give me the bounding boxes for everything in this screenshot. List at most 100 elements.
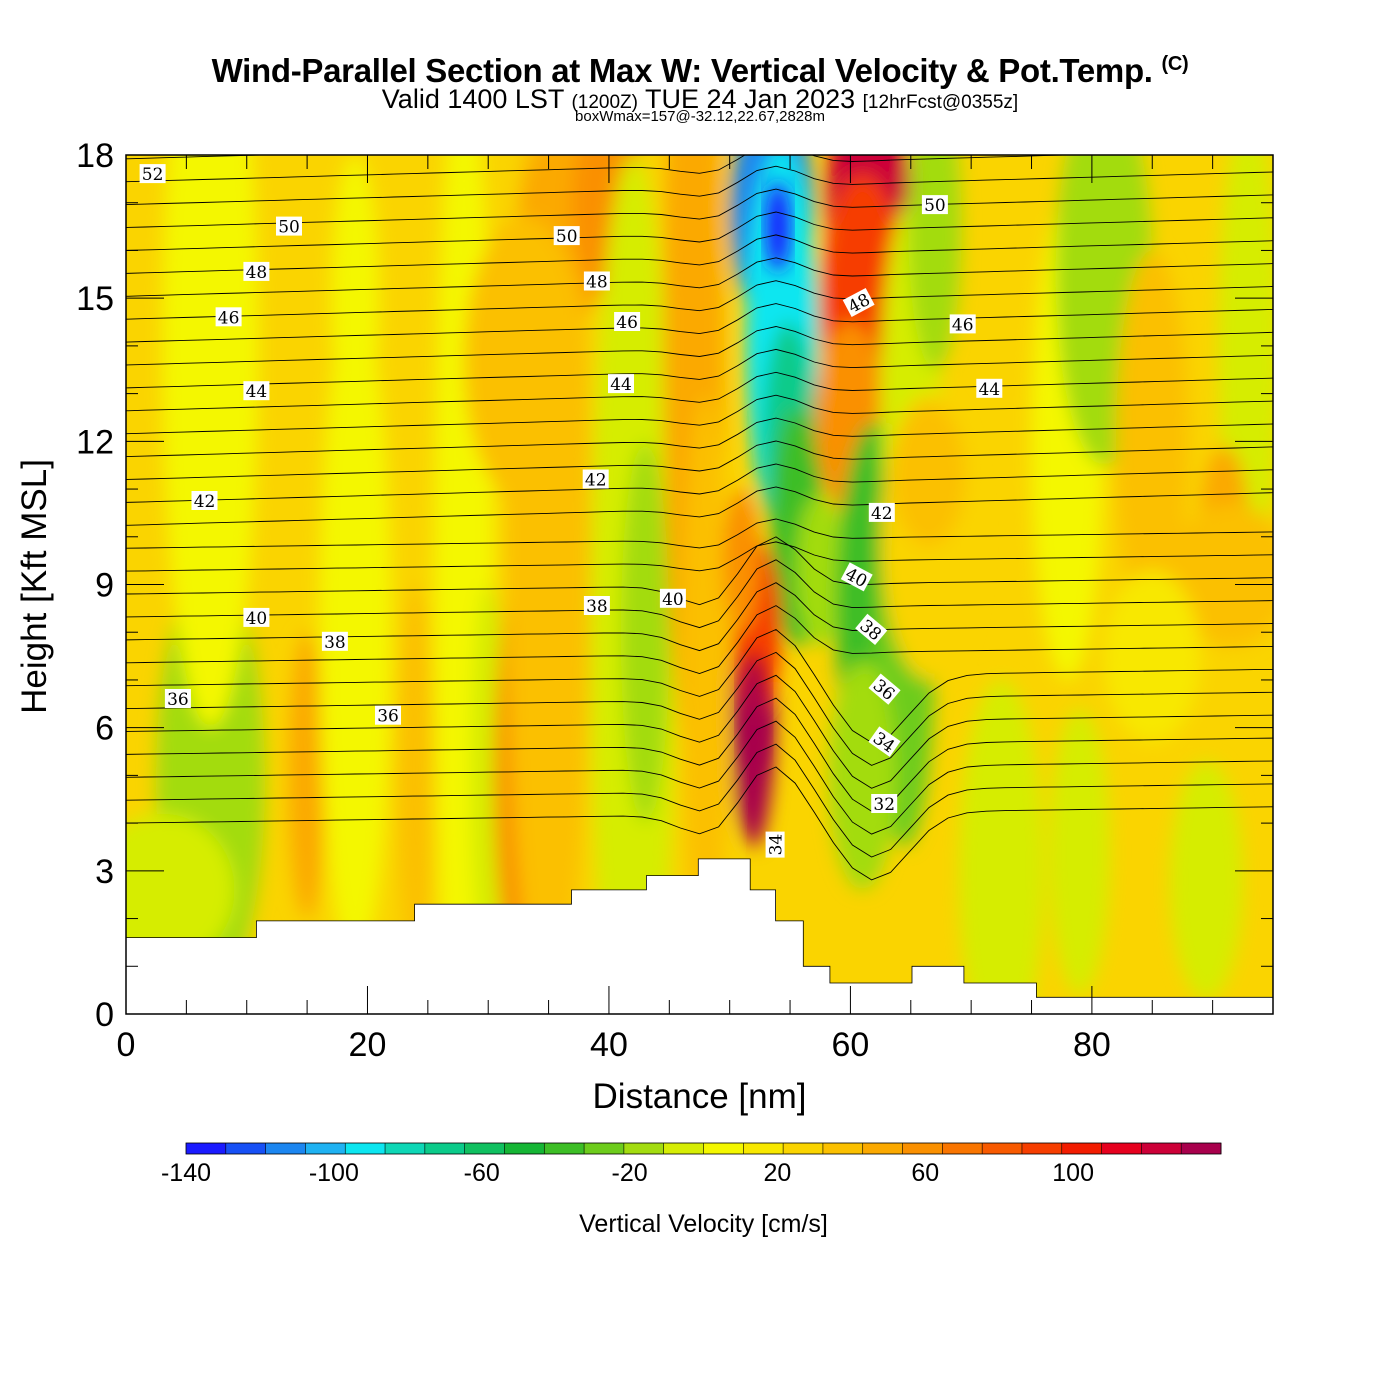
contour-label: 42 — [868, 502, 895, 524]
contour-label-text: 40 — [662, 590, 684, 610]
colorbar-swatch — [584, 1143, 625, 1154]
chart-title: Wind-Parallel Section at Max W: Vertical… — [211, 52, 1189, 89]
colorbar-tick-label: 20 — [764, 1159, 792, 1187]
contour-label-text: 44 — [610, 375, 632, 395]
theta-contours — [126, 155, 1273, 881]
contour-label-text: 40 — [246, 609, 268, 629]
colorbar-swatch — [1061, 1143, 1103, 1154]
contour-label-text: 32 — [873, 795, 895, 815]
contour-label: 52 — [139, 164, 166, 185]
colorbar-tick-label: -60 — [464, 1159, 500, 1187]
contour-label-text: 42 — [194, 492, 216, 512]
contour-label-text: 34 — [767, 834, 787, 856]
contour-label: 48 — [243, 261, 270, 283]
contour-label-text: 38 — [324, 633, 346, 653]
colorbar-tick-label: 60 — [911, 1159, 939, 1187]
contour-label: 40 — [659, 588, 686, 610]
colorbar-swatch — [862, 1143, 904, 1154]
contour-label-text: 44 — [978, 380, 1000, 400]
forecast-info: [12hrFcst@0355z] — [862, 92, 1019, 113]
colorbar-swatch — [345, 1143, 386, 1154]
contour-label-text: 48 — [586, 273, 608, 293]
colorbar-swatch — [743, 1143, 784, 1154]
contour-label-text: 36 — [167, 690, 189, 710]
colorbar-tick-label: -20 — [612, 1159, 648, 1187]
contour-label: 44 — [608, 374, 634, 395]
contour-label: 36 — [375, 705, 401, 727]
contour-label: 50 — [276, 216, 302, 238]
colorbar-swatch — [225, 1143, 267, 1154]
box-info: boxWmax=157@-32.12,22.67,2828m — [575, 108, 825, 125]
contour-label-text: 48 — [246, 263, 268, 283]
contour-label-text: 38 — [586, 597, 608, 617]
contour-label: 38 — [321, 631, 348, 653]
colorbar-swatch — [544, 1143, 585, 1154]
x-tick-label: 80 — [1073, 1026, 1111, 1064]
contour-label-text: 46 — [218, 308, 240, 328]
x-tick-label: 0 — [117, 1026, 136, 1064]
contour-label-text: 44 — [246, 382, 268, 402]
colorbar-swatch — [623, 1143, 665, 1154]
contour-label-text: 42 — [585, 471, 607, 491]
colorbar-tick-label: -100 — [309, 1159, 359, 1187]
y-tick-label: 0 — [95, 996, 114, 1034]
colorbar-swatch — [265, 1143, 306, 1154]
y-tick-label: 3 — [95, 853, 114, 891]
colorbar-swatch — [783, 1143, 824, 1154]
contour-label-text: 36 — [377, 707, 399, 727]
chart-subtitle: Valid 1400 LST (1200Z) TUE 24 Jan 2023 [… — [381, 84, 1019, 114]
colorbar-swatch — [424, 1143, 466, 1154]
valid-utc: (1200Z) — [571, 92, 638, 113]
contour-label-text: 50 — [556, 227, 578, 247]
colorbar-swatch — [1141, 1143, 1182, 1154]
contour-label-text: 46 — [952, 315, 974, 335]
contour-label-text: 42 — [871, 504, 893, 524]
contour-label-text: 50 — [278, 218, 300, 238]
contour-label: 44 — [976, 378, 1003, 400]
contour-label: 46 — [215, 307, 242, 328]
contour-label: 44 — [243, 381, 270, 402]
y-tick-label: 15 — [76, 280, 114, 318]
colorbar-swatch — [902, 1143, 943, 1154]
colorbar: -140 -100 -60 -20 20 60 100 Vertical Velocity [… — [161, 1142, 1222, 1238]
contour-label-text: 52 — [142, 165, 164, 185]
colorbar-swatch — [822, 1143, 864, 1154]
contour-label: 50 — [921, 195, 948, 216]
contour-label: 46 — [949, 314, 976, 335]
contour-label-text: 50 — [924, 196, 946, 216]
colorbar-swatch — [305, 1143, 346, 1154]
contour-label: 46 — [614, 312, 641, 333]
y-tick-label: 12 — [76, 423, 114, 461]
contour-label: 34 — [765, 831, 787, 858]
colorbar-swatch — [663, 1143, 704, 1154]
contour-label: 40 — [243, 607, 270, 629]
y-axis-label: Height [Kft MSL] — [15, 459, 54, 714]
y-tick-label: 9 — [95, 567, 114, 605]
x-tick-label: 60 — [832, 1026, 870, 1064]
colorbar-tick-label: -140 — [161, 1159, 211, 1187]
y-tick-label: 18 — [76, 137, 114, 175]
x-tick-label: 20 — [349, 1026, 387, 1064]
terrain — [126, 858, 1273, 1014]
contour-label: 42 — [582, 469, 609, 491]
colorbar-swatch — [186, 1143, 227, 1154]
copyright-mark: (C) — [1161, 53, 1189, 75]
colorbar-swatch — [942, 1143, 983, 1154]
colorbar-label: Vertical Velocity [cm/s] — [579, 1210, 828, 1238]
contour-label: 36 — [164, 689, 191, 710]
contour-label-text: 46 — [616, 313, 638, 333]
y-tick-label: 6 — [95, 710, 114, 748]
colorbar-swatch — [703, 1143, 744, 1154]
x-axis-label: Distance [nm] — [593, 1077, 807, 1116]
colorbar-swatch — [464, 1143, 505, 1154]
colorbar-swatch — [504, 1143, 545, 1154]
colorbar-swatch — [982, 1143, 1023, 1154]
colorbar-swatch — [1021, 1143, 1063, 1154]
contour-label: 38 — [583, 596, 610, 617]
colorbar-swatch — [1181, 1143, 1222, 1154]
x-tick-label: 40 — [590, 1026, 628, 1064]
colorbar-swatch — [1101, 1143, 1142, 1154]
